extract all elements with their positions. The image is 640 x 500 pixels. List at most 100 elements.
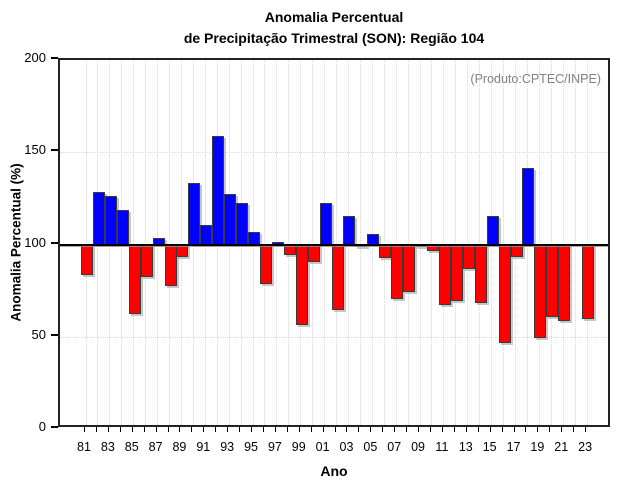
x-axis-tick-label: 11 bbox=[435, 440, 449, 454]
x-axis-tick-2002 bbox=[334, 427, 336, 432]
x-axis-tick-2013 bbox=[465, 427, 467, 432]
x-axis-tick-label: 19 bbox=[530, 440, 545, 454]
bar-2003 bbox=[343, 215, 356, 246]
bar-1982 bbox=[92, 191, 105, 246]
bar-2012 bbox=[450, 243, 463, 301]
bar-2000 bbox=[307, 243, 320, 263]
x-axis-tick-2017 bbox=[513, 427, 515, 432]
gridline-vertical-2011 bbox=[443, 60, 445, 425]
x-axis-tick-label: 05 bbox=[363, 440, 378, 454]
chart-title: Anomalia Percentual de Precipitação Trim… bbox=[30, 7, 638, 49]
x-axis-tick-1993 bbox=[227, 427, 229, 432]
x-axis-tick-label: 03 bbox=[339, 440, 354, 454]
x-axis-tick-1999 bbox=[298, 427, 300, 432]
bar-2007 bbox=[391, 243, 404, 299]
x-axis-tick-label: 99 bbox=[291, 440, 306, 454]
plot-area: (Produto:CPTEC/INPE) bbox=[58, 58, 610, 427]
bar-1991 bbox=[200, 225, 213, 246]
gridline-vertical-2014 bbox=[479, 60, 481, 425]
x-axis-tick-label: 13 bbox=[458, 440, 473, 454]
bar-2021 bbox=[558, 243, 571, 322]
x-axis-tick-2003 bbox=[346, 427, 348, 432]
x-axis-label: Ano bbox=[320, 463, 348, 479]
x-axis-tick-2015 bbox=[489, 427, 491, 432]
gridline-vertical-2017 bbox=[515, 60, 517, 425]
x-axis-tick-2012 bbox=[453, 427, 455, 432]
gridline-horizontal-150 bbox=[60, 152, 608, 154]
gridline-vertical-1986 bbox=[145, 60, 147, 425]
bar-2018 bbox=[522, 167, 535, 246]
x-axis-tick-label: 87 bbox=[148, 440, 163, 454]
gridline-vertical-1998 bbox=[288, 60, 290, 425]
bar-2006 bbox=[379, 243, 392, 259]
gridline-vertical-2016 bbox=[503, 60, 505, 425]
gridline-vertical-2010 bbox=[431, 60, 433, 425]
x-axis-tick-label: 91 bbox=[196, 440, 211, 454]
gridline-vertical-2006 bbox=[383, 60, 385, 425]
gridline-vertical-2009 bbox=[419, 60, 421, 425]
x-axis-tick-1989 bbox=[179, 427, 181, 432]
bar-1981 bbox=[81, 243, 93, 276]
gridline-horizontal-50 bbox=[60, 336, 608, 338]
gridline-vertical-2013 bbox=[467, 60, 469, 425]
bar-2001 bbox=[319, 202, 332, 246]
bar-2008 bbox=[403, 243, 416, 292]
baseline-100 bbox=[60, 243, 608, 246]
x-axis-tick-2019 bbox=[537, 427, 539, 432]
gridline-vertical-1989 bbox=[180, 60, 182, 425]
x-axis-tick-1983 bbox=[107, 427, 109, 432]
x-axis-tick-2020 bbox=[549, 427, 551, 432]
x-axis-tick-1994 bbox=[239, 427, 241, 432]
bar-2015 bbox=[486, 215, 499, 246]
x-axis-tick-1984 bbox=[119, 427, 121, 432]
bar-1996 bbox=[259, 243, 272, 285]
y-axis-tick-label: 0 bbox=[38, 419, 46, 434]
gridline-vertical-1996 bbox=[264, 60, 266, 425]
chart-title-line2: de Precipitação Trimestral (SON): Região… bbox=[183, 30, 485, 46]
x-axis-tick-1982 bbox=[95, 427, 97, 432]
x-axis-tick-1995 bbox=[251, 427, 253, 432]
chart-title-line1: Anomalia Percentual bbox=[264, 9, 404, 25]
bar-1999 bbox=[295, 243, 308, 325]
x-axis-tick-label: 07 bbox=[387, 440, 402, 454]
x-axis-tick-2018 bbox=[525, 427, 527, 432]
bar-2013 bbox=[462, 243, 475, 270]
x-axis-tick-label: 83 bbox=[100, 440, 115, 454]
source-annotation: (Produto:CPTEC/INPE) bbox=[470, 72, 601, 86]
x-axis-tick-label: 95 bbox=[244, 440, 258, 454]
bar-2019 bbox=[534, 243, 547, 338]
x-axis-tick-2000 bbox=[310, 427, 312, 432]
x-axis-tick-2022 bbox=[573, 427, 575, 432]
x-axis-tick-1985 bbox=[131, 427, 133, 432]
bar-1993 bbox=[224, 193, 237, 246]
y-axis-tick-label: 150 bbox=[24, 142, 46, 158]
bar-1984 bbox=[116, 210, 129, 246]
x-axis-tick-2008 bbox=[406, 427, 408, 432]
x-axis-tick-1990 bbox=[191, 427, 193, 432]
y-axis-tick-label: 200 bbox=[24, 50, 46, 65]
x-axis-tick-label: 97 bbox=[267, 440, 282, 454]
bar-2016 bbox=[498, 243, 511, 344]
x-axis-tick-label: 21 bbox=[554, 440, 569, 454]
gridline-vertical-2022 bbox=[574, 60, 576, 425]
bar-2014 bbox=[474, 243, 487, 303]
gridline-vertical-1981 bbox=[85, 60, 87, 425]
x-axis-tick-label: 93 bbox=[220, 440, 235, 454]
bar-2011 bbox=[438, 243, 451, 305]
x-axis-tick-2009 bbox=[418, 427, 420, 432]
x-axis-tick-1991 bbox=[203, 427, 205, 432]
x-axis-tick-2016 bbox=[501, 427, 503, 432]
gridline-vertical-2000 bbox=[312, 60, 314, 425]
x-axis-tick-2011 bbox=[441, 427, 443, 432]
x-axis-tick-1997 bbox=[274, 427, 276, 432]
gridline-vertical-1999 bbox=[300, 60, 302, 425]
y-axis-tick-50 bbox=[51, 333, 58, 336]
x-axis-tick-label: 89 bbox=[172, 440, 187, 454]
y-axis-tick-label: 50 bbox=[31, 326, 46, 342]
y-axis-tick-0 bbox=[51, 426, 58, 428]
x-axis-tick-1986 bbox=[143, 427, 145, 432]
x-axis-tick-1987 bbox=[155, 427, 157, 432]
x-axis-tick-label: 85 bbox=[124, 440, 139, 454]
x-axis-tick-label: 23 bbox=[578, 440, 593, 454]
x-axis-tick-2007 bbox=[394, 427, 396, 432]
